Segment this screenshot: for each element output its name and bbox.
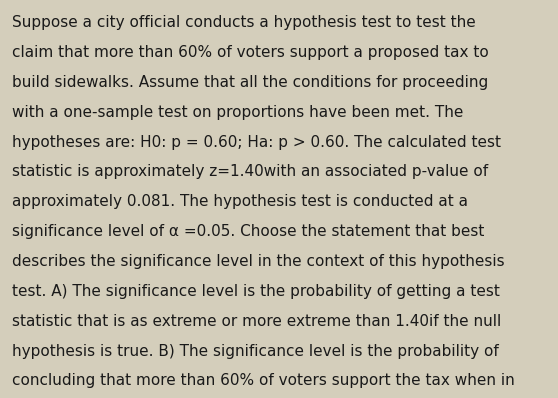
Text: test. A) The significance level is the probability of getting a test: test. A) The significance level is the p… xyxy=(12,284,500,299)
Text: hypothesis is true. B) The significance level is the probability of: hypothesis is true. B) The significance … xyxy=(12,343,499,359)
Text: with a one-sample test on proportions have been met. The: with a one-sample test on proportions ha… xyxy=(12,105,464,120)
Text: build sidewalks. Assume that all the conditions for proceeding: build sidewalks. Assume that all the con… xyxy=(12,75,488,90)
Text: concluding that more than 60% of voters support the tax when in: concluding that more than 60% of voters … xyxy=(12,373,515,388)
Text: claim that more than 60% of voters support a proposed tax to: claim that more than 60% of voters suppo… xyxy=(12,45,489,60)
Text: significance level of α =0.05. Choose the statement that best: significance level of α =0.05. Choose th… xyxy=(12,224,485,239)
Text: hypotheses are: H0: p = 0.60; Ha: p > 0.60. The calculated test: hypotheses are: H0: p = 0.60; Ha: p > 0.… xyxy=(12,135,501,150)
Text: approximately 0.081. The hypothesis test is conducted at a: approximately 0.081. The hypothesis test… xyxy=(12,194,468,209)
Text: statistic is approximately z=1.40with an associated p-value of: statistic is approximately z=1.40with an… xyxy=(12,164,488,179)
Text: describes the significance level in the context of this hypothesis: describes the significance level in the … xyxy=(12,254,505,269)
Text: statistic that is as extreme or more extreme than 1.40if the null: statistic that is as extreme or more ext… xyxy=(12,314,502,329)
Text: Suppose a city official conducts a hypothesis test to test the: Suppose a city official conducts a hypot… xyxy=(12,15,476,30)
